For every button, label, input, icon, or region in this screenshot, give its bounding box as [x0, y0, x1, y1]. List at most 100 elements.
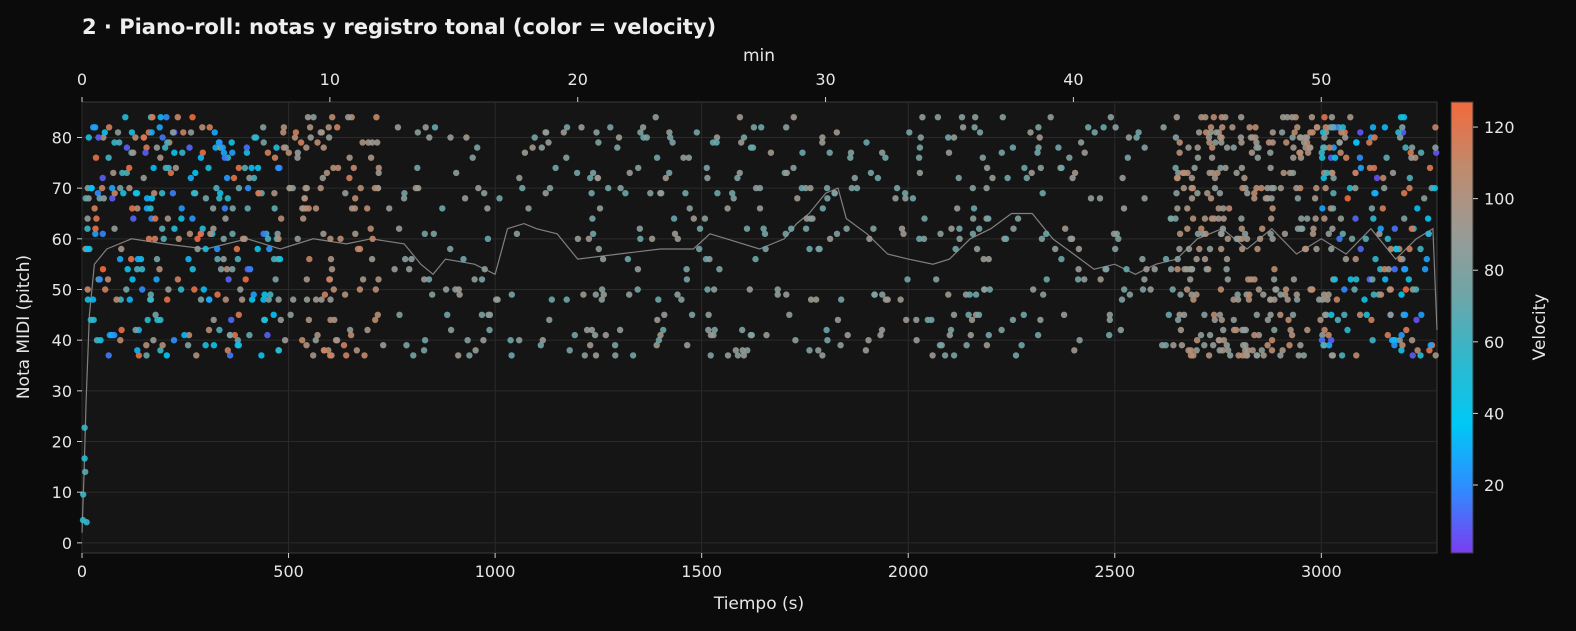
note-point [1188, 291, 1195, 298]
note-point [1347, 276, 1355, 283]
note-point [634, 266, 642, 273]
note-point [124, 266, 131, 273]
note-point [1264, 316, 1272, 324]
note-point [1223, 266, 1230, 273]
note-point [1037, 164, 1045, 172]
note-point [92, 225, 99, 232]
note-point [985, 215, 992, 222]
note-point [319, 174, 326, 182]
note-point [199, 124, 206, 131]
note-point [1194, 190, 1201, 197]
note-point [788, 225, 795, 232]
note-point [287, 311, 294, 318]
note-point [237, 286, 244, 293]
note-point [1369, 276, 1376, 283]
note-point [843, 225, 850, 232]
note-point [224, 347, 231, 354]
note-point [1240, 342, 1247, 349]
note-point [1401, 266, 1408, 273]
note-point [1424, 215, 1432, 222]
note-point [947, 326, 955, 334]
note-point [1195, 129, 1203, 136]
note-point [93, 215, 100, 222]
note-point [220, 235, 227, 242]
note-point [1043, 276, 1050, 283]
note-point [1113, 230, 1121, 237]
note-point [1320, 174, 1328, 182]
note-point [1125, 134, 1133, 141]
note-point [970, 205, 978, 212]
note-point [157, 114, 164, 121]
note-point [760, 225, 767, 232]
note-point [531, 134, 538, 141]
note-point [1238, 215, 1245, 222]
note-point [655, 296, 662, 303]
note-point [1060, 311, 1068, 318]
note-point [219, 144, 226, 151]
note-point [670, 215, 678, 222]
note-point [972, 291, 980, 298]
note-point [471, 276, 478, 283]
note-point [1268, 195, 1275, 202]
note-point [1222, 164, 1229, 172]
note-point [1191, 164, 1198, 172]
note-point [1309, 286, 1316, 293]
note-point [566, 347, 573, 354]
note-point [160, 235, 167, 242]
note-point [900, 230, 907, 237]
note-point [369, 235, 376, 242]
note-point [202, 245, 209, 253]
note-point [235, 164, 242, 172]
note-point [152, 215, 159, 222]
note-point [238, 296, 246, 303]
note-point [1185, 245, 1193, 253]
note-point [84, 286, 91, 293]
note-point [1339, 124, 1347, 131]
colorbar-tick-label: 20 [1484, 476, 1504, 495]
note-point [1062, 225, 1069, 232]
note-point [148, 129, 155, 136]
note-point [153, 144, 161, 151]
note-point [169, 190, 177, 197]
note-point [1251, 331, 1258, 339]
note-point [1193, 347, 1200, 354]
note-point [1196, 245, 1203, 253]
note-point [1328, 352, 1336, 359]
note-point [1342, 134, 1349, 141]
note-point [197, 154, 205, 161]
note-point [1380, 174, 1387, 182]
note-point [185, 255, 192, 263]
note-point [1126, 291, 1134, 298]
note-point [1139, 255, 1146, 263]
note-point [879, 149, 886, 156]
note-point [1097, 276, 1104, 283]
note-point [1121, 286, 1128, 293]
note-point [1206, 139, 1213, 146]
note-point [271, 205, 278, 212]
note-points [79, 114, 1440, 526]
note-point [1391, 225, 1399, 232]
note-point [415, 184, 422, 192]
note-point [657, 331, 664, 339]
note-point [1255, 331, 1263, 339]
note-point [1281, 230, 1289, 237]
note-point [346, 326, 354, 334]
note-point [153, 276, 160, 283]
note-point [1323, 169, 1331, 177]
note-point [965, 311, 972, 318]
note-point [878, 326, 886, 334]
note-point [116, 139, 123, 146]
note-point [410, 352, 417, 359]
note-point [84, 225, 91, 232]
note-point [1278, 129, 1286, 136]
note-point [1207, 195, 1215, 202]
x-tick-label: 0 [77, 562, 87, 581]
note-point [893, 184, 901, 192]
note-point [421, 337, 429, 344]
note-point [1204, 190, 1211, 197]
note-point [1241, 326, 1248, 334]
note-point [359, 139, 366, 146]
note-point [1208, 215, 1216, 222]
x-tick-label: 500 [273, 562, 304, 581]
